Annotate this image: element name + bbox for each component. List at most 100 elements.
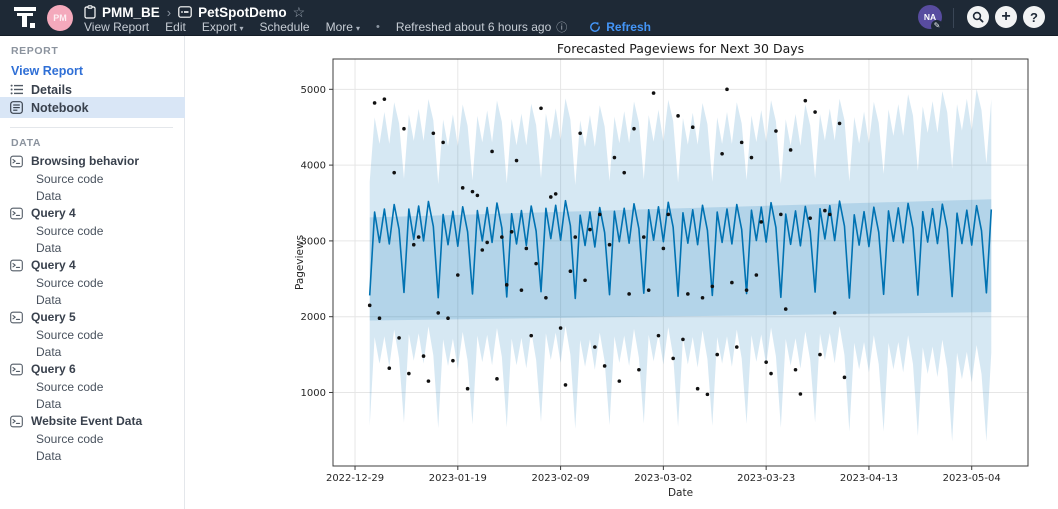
- sidebar-data-child-source-code[interactable]: Source code: [36, 171, 104, 186]
- sidebar-data-item-browsing-behavior[interactable]: Browsing behavior: [0, 152, 185, 170]
- sidebar-data-child-data[interactable]: Data: [36, 344, 62, 359]
- notebook-icon: [10, 101, 24, 114]
- actual-data-point: [641, 235, 646, 239]
- actual-data-point: [671, 356, 675, 361]
- menu-item-view-report[interactable]: View Report: [84, 19, 150, 34]
- actual-data-point: [808, 216, 813, 220]
- actual-data-point: [686, 292, 690, 296]
- x-tick-label: 2023-04-13: [840, 473, 898, 484]
- sidebar-data-item-query-5[interactable]: Query 5: [0, 308, 185, 326]
- sidebar-data-child-source-code[interactable]: Source code: [36, 223, 104, 238]
- workspace-avatar[interactable]: PM: [47, 5, 73, 31]
- sidebar-data-child-data[interactable]: Data: [36, 448, 62, 463]
- topbar-divider: [953, 8, 954, 28]
- pencil-icon: ✎: [931, 20, 943, 32]
- actual-data-point: [407, 371, 411, 376]
- sidebar-data-child-source-code[interactable]: Source code: [36, 431, 104, 446]
- x-tick-label: 2023-03-02: [634, 473, 692, 484]
- actual-data-point: [539, 106, 543, 111]
- query-icon: [10, 207, 24, 220]
- actual-data-point: [387, 366, 392, 371]
- data-item-label: Website Event Data: [31, 414, 143, 428]
- actual-data-point: [553, 192, 558, 196]
- logo-dot: [30, 23, 35, 28]
- sidebar-data-item-query-4[interactable]: Query 4: [0, 204, 185, 222]
- actual-data-point: [514, 158, 519, 163]
- actual-data-point: [754, 273, 759, 277]
- query-icon: [10, 415, 24, 428]
- menu-item-export[interactable]: Export ▾: [201, 19, 244, 34]
- actual-data-point: [465, 386, 470, 391]
- query-icon: [10, 363, 24, 376]
- info-icon[interactable]: ⓘ: [556, 21, 568, 34]
- menu-items: View Report Edit Export ▾ Schedule More ▾: [84, 20, 360, 34]
- actual-data-point: [377, 316, 382, 321]
- actual-data-point: [617, 379, 622, 383]
- sidebar-data-child-data[interactable]: Data: [36, 396, 62, 411]
- actual-data-point: [597, 212, 602, 217]
- refreshed-status: Refreshed about 6 hours ago ⓘ: [396, 19, 567, 35]
- menu-item-edit[interactable]: Edit: [165, 19, 186, 34]
- actual-data-point: [744, 288, 749, 292]
- actual-data-point: [563, 383, 568, 387]
- actual-data-point: [656, 333, 661, 338]
- actual-data-point: [803, 98, 808, 103]
- menu-item-more[interactable]: More ▾: [325, 19, 360, 34]
- sidebar-data-item-query-6[interactable]: Query 6: [0, 360, 185, 378]
- mode-logo-icon[interactable]: [14, 7, 40, 29]
- breadcrumb-workspace[interactable]: PMM_BE: [102, 4, 160, 20]
- x-tick-label: 2023-02-09: [532, 473, 590, 484]
- actual-data-point: [500, 235, 504, 239]
- actual-data-point: [529, 333, 534, 338]
- sidebar-data-item-website-event-data[interactable]: Website Event Data: [0, 412, 185, 430]
- actual-data-point: [823, 208, 827, 213]
- add-button[interactable]: +: [995, 6, 1017, 28]
- actual-data-point: [485, 240, 489, 245]
- sidebar-data-child-data[interactable]: Data: [36, 188, 62, 203]
- actual-data-point: [720, 151, 724, 156]
- actual-data-point: [544, 295, 548, 300]
- report-icon: [178, 6, 192, 18]
- sidebar-data-item-query-4[interactable]: Query 4: [0, 256, 185, 274]
- sidebar-data-child-data[interactable]: Data: [36, 240, 62, 255]
- actual-data-point: [475, 193, 480, 198]
- data-item-label: Browsing behavior: [31, 154, 140, 168]
- actual-data-point: [676, 114, 680, 118]
- sidebar-item-details[interactable]: Details: [0, 79, 185, 100]
- actual-data-point: [558, 326, 563, 330]
- data-item-label: Query 4: [31, 206, 76, 220]
- view-report-link[interactable]: View Report: [11, 64, 84, 78]
- actual-data-point: [793, 367, 798, 372]
- sidebar: REPORT View Report Details Notebook DATA…: [0, 36, 185, 509]
- help-button[interactable]: ?: [1023, 6, 1045, 28]
- refresh-label: Refresh: [606, 19, 651, 34]
- actual-data-point: [602, 364, 607, 368]
- refresh-button[interactable]: Refresh: [589, 20, 651, 34]
- actual-data-point: [451, 358, 455, 363]
- actual-data-point: [446, 316, 450, 321]
- sidebar-data-child-source-code[interactable]: Source code: [36, 379, 104, 394]
- search-button[interactable]: [967, 6, 989, 28]
- actual-data-point: [456, 273, 460, 277]
- data-item-label: Query 4: [31, 258, 76, 272]
- actual-data-point: [759, 220, 764, 224]
- clipboard-icon: [84, 5, 96, 19]
- x-tick-label: 2023-01-19: [429, 473, 487, 484]
- actual-data-point: [749, 155, 754, 160]
- actual-data-point: [788, 148, 793, 152]
- star-icon[interactable]: ☆: [292, 3, 306, 20]
- actual-data-point: [818, 352, 822, 357]
- sidebar-divider: [10, 127, 173, 128]
- sidebar-data-child-data[interactable]: Data: [36, 292, 62, 307]
- sidebar-data-list: Browsing behavior Source code Data Query 4 S…: [0, 152, 185, 464]
- search-icon: [972, 11, 984, 23]
- actual-data-point: [509, 230, 514, 234]
- actual-data-point: [646, 288, 651, 292]
- sidebar-data-child-source-code[interactable]: Source code: [36, 327, 104, 342]
- sidebar-item-notebook[interactable]: Notebook: [0, 97, 185, 118]
- sidebar-data-child-source-code[interactable]: Source code: [36, 275, 104, 290]
- actual-data-point: [367, 303, 372, 308]
- menu-separator-dot: •: [375, 20, 380, 33]
- menu-item-schedule[interactable]: Schedule: [259, 19, 310, 34]
- actual-data-point: [827, 212, 832, 217]
